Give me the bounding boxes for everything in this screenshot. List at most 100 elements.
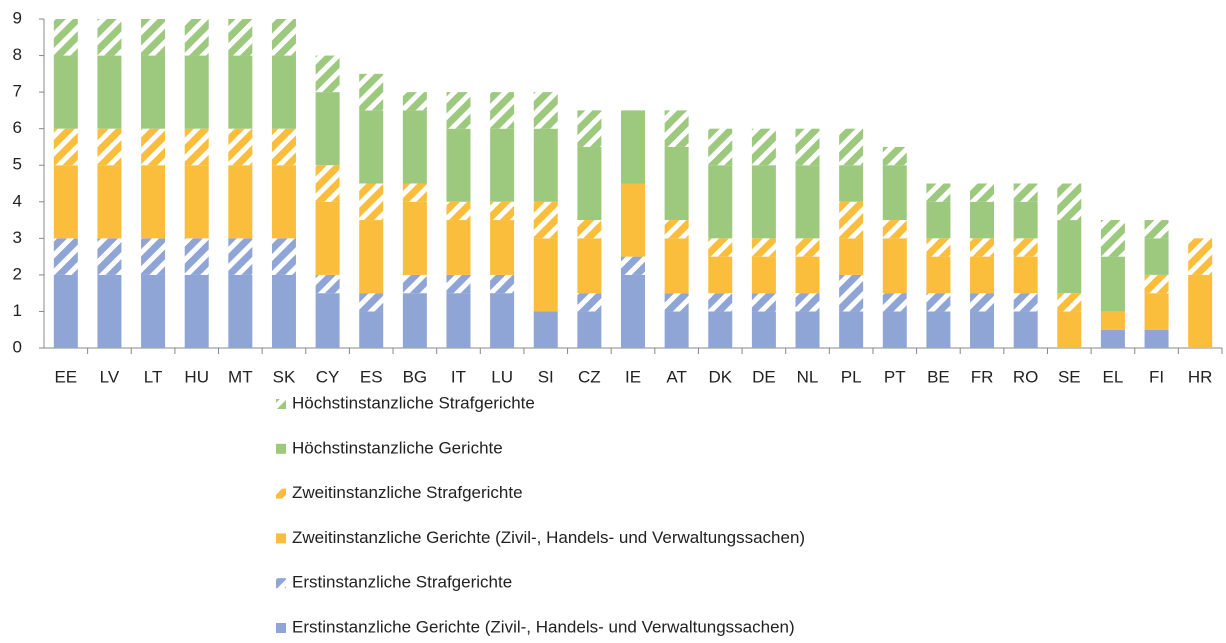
- x-tick-label: PL: [841, 367, 862, 386]
- x-tick-label: RO: [1013, 367, 1039, 386]
- y-tick-label: 3: [13, 228, 22, 247]
- legend-label: Höchstinstanzliche Strafgerichte: [292, 393, 535, 412]
- bar-segment: [1144, 329, 1169, 348]
- bar-segment: [53, 128, 78, 166]
- bar-segment: [228, 19, 253, 56]
- legend-label: Höchstinstanzliche Gerichte: [292, 438, 503, 457]
- bar-segment: [664, 293, 689, 312]
- bar-segment: [228, 238, 253, 275]
- bar-segment: [271, 128, 296, 166]
- bar-segment: [1100, 329, 1125, 348]
- bar-segment: [490, 293, 515, 348]
- bar-segment: [621, 183, 645, 257]
- bar-segment: [490, 128, 515, 202]
- x-tick-label: MT: [228, 367, 253, 386]
- bar-segment: [882, 165, 907, 221]
- bar-segment: [751, 311, 776, 348]
- bar-segment: [1057, 311, 1082, 348]
- x-tick-label: EE: [54, 367, 77, 386]
- bar-segment: [882, 220, 907, 239]
- bar-segment: [1013, 238, 1038, 257]
- bar-segment: [141, 274, 166, 348]
- bar-segment: [97, 19, 122, 56]
- bar-segment: [446, 201, 471, 221]
- bar-segment: [839, 165, 864, 202]
- bar-segment: [359, 110, 384, 184]
- y-tick-label: 6: [13, 118, 22, 137]
- bar-segment: [53, 55, 78, 129]
- legend-swatch: [276, 443, 286, 454]
- bar-segment: [53, 274, 78, 348]
- bar-segment: [141, 238, 166, 275]
- bar-segment: [184, 238, 209, 275]
- bar-segment: [795, 165, 820, 239]
- bar-segment: [926, 256, 951, 294]
- bar-segment: [228, 165, 253, 239]
- y-tick-label: 8: [13, 45, 22, 64]
- legend-swatch: [276, 488, 286, 499]
- bar-segment: [359, 183, 384, 221]
- x-tick-label: LU: [491, 367, 513, 386]
- bar-segment: [839, 128, 864, 166]
- x-tick-label: SI: [538, 367, 554, 386]
- bar-segment: [271, 274, 296, 348]
- bar-segment: [446, 220, 471, 275]
- bar-segment: [751, 128, 776, 166]
- bar-segment: [1013, 201, 1038, 239]
- bar-segment: [184, 19, 209, 56]
- bar-segment: [359, 311, 384, 348]
- x-tick-label: HR: [1188, 367, 1213, 386]
- bar-segment: [271, 238, 296, 275]
- x-tick-label: BG: [403, 367, 428, 386]
- bar-segment: [664, 146, 689, 221]
- bar-segment: [184, 165, 209, 239]
- bar-segment: [577, 311, 602, 348]
- bar-segment: [402, 274, 427, 294]
- legend-label: Erstinstanzliche Gerichte (Zivil-, Hande…: [292, 617, 795, 636]
- y-tick-label: 4: [13, 191, 22, 210]
- bar-segment: [926, 311, 951, 348]
- bar-segment: [970, 256, 995, 294]
- bar-segment: [795, 293, 820, 312]
- bar-segment: [402, 201, 427, 275]
- legend-label: Erstinstanzliche Strafgerichte: [292, 573, 512, 592]
- bar-segment: [533, 201, 558, 239]
- bar-segment: [708, 293, 733, 312]
- bar-segment: [402, 183, 427, 202]
- bar-segment: [490, 201, 515, 221]
- bar-segment: [271, 19, 296, 56]
- y-tick-label: 5: [13, 155, 22, 174]
- legend-swatch: [276, 533, 286, 544]
- bar-segment: [490, 92, 515, 129]
- bar-segment: [533, 311, 558, 348]
- y-tick-label: 9: [13, 8, 22, 27]
- bar-segment: [446, 274, 471, 294]
- bar-segment: [53, 238, 78, 275]
- x-tick-label: CY: [316, 367, 340, 386]
- y-tick-label: 1: [13, 301, 22, 320]
- x-tick-label: NL: [797, 367, 819, 386]
- bar-segment: [926, 238, 951, 257]
- bar-segment: [577, 146, 602, 221]
- bar-segment: [315, 92, 340, 166]
- bar-segment: [621, 274, 645, 348]
- bar-segment: [533, 92, 558, 129]
- bar-segment: [315, 201, 340, 275]
- bar-segment: [271, 55, 296, 129]
- bar-segment: [97, 165, 122, 239]
- bar-segment: [577, 110, 602, 147]
- bar-segment: [315, 165, 340, 202]
- bar-segment: [1144, 274, 1169, 294]
- bar-segment: [402, 92, 427, 111]
- bar-segment: [97, 55, 122, 129]
- bar-segment: [141, 165, 166, 239]
- x-tick-label: IE: [625, 367, 641, 386]
- x-tick-label: FI: [1149, 367, 1164, 386]
- bar-segment: [664, 238, 689, 294]
- bar-segment: [839, 311, 864, 348]
- legend-swatch: [276, 578, 286, 589]
- bar-segment: [1013, 311, 1038, 348]
- bar-segment: [577, 220, 602, 239]
- bar-segment: [402, 110, 427, 184]
- x-tick-label: PT: [884, 367, 906, 386]
